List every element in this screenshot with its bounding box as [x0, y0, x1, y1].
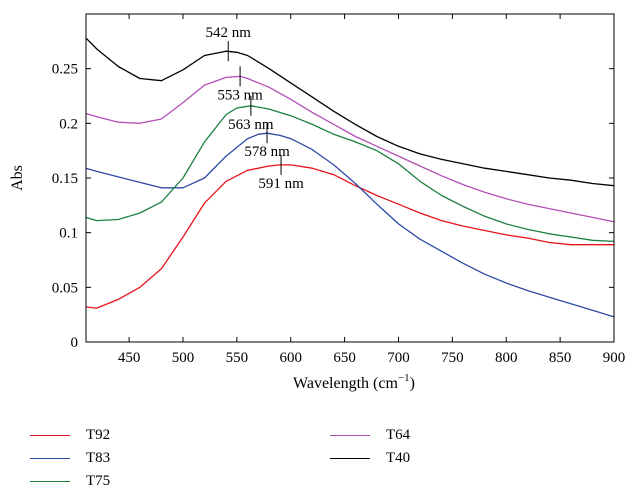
- legend-item-t92: T92: [30, 424, 110, 446]
- x-tick-label: 900: [603, 350, 626, 366]
- series-line-t40: [85, 37, 615, 187]
- y-axis-label: Abs: [9, 165, 26, 191]
- x-tick-label: 600: [279, 350, 302, 366]
- x-tick-label: 500: [172, 350, 195, 366]
- x-axis-label-close: ): [410, 375, 415, 392]
- series-line-t83: [85, 132, 615, 318]
- legend-item-t75: T75: [30, 470, 110, 492]
- legend-label: T83: [86, 449, 111, 466]
- legend-label: T40: [386, 449, 411, 466]
- legend-swatch: [330, 457, 370, 459]
- annotation-layer: 542 nm 553 nm 563 nm 578 nm 591 nm: [206, 25, 305, 192]
- series-line-t64: [85, 75, 615, 223]
- legend-label: T64: [386, 426, 411, 443]
- legend: T92 T83 T75 T64 T40: [0, 424, 633, 495]
- legend-item-t40: T40: [330, 447, 410, 469]
- peak-label: 578 nm: [244, 144, 290, 160]
- peak-label: 591 nm: [258, 176, 304, 192]
- x-axis-label-main: Wavelength (cm: [293, 375, 398, 392]
- x-tick-label: 450: [118, 350, 141, 366]
- y-tick-label: 0: [71, 335, 79, 351]
- y-tick-label: 0.1: [59, 226, 78, 242]
- y-tick-label: 0.15: [52, 171, 78, 187]
- spectrum-chart: 542 nm 553 nm 563 nm 578 nm 591 nm 450 500 550…: [9, 13, 626, 392]
- x-axis-label-superscript: −1: [398, 372, 410, 384]
- series-line-t75: [85, 105, 615, 243]
- series-line-t92: [85, 164, 614, 309]
- legend-item-t64: T64: [330, 424, 410, 446]
- tick-layer: 450 500 550 600 650 700 750 800 850 900 0 0.05 0.1 0.…: [52, 14, 626, 366]
- legend-swatch: [30, 457, 70, 459]
- x-axis-label: Wavelength (cm−1): [293, 372, 415, 392]
- x-tick-label: 550: [226, 350, 249, 366]
- x-tick-label: 650: [333, 350, 356, 366]
- legend-label: T75: [86, 472, 111, 489]
- legend-swatch: [30, 434, 70, 436]
- peak-label: 553 nm: [217, 87, 263, 103]
- x-tick-label: 700: [387, 350, 410, 366]
- y-tick-label: 0.05: [52, 280, 78, 296]
- legend-swatch: [330, 434, 370, 436]
- y-tick-label: 0.2: [59, 116, 78, 132]
- legend-label: T92: [86, 426, 111, 443]
- legend-item-t83: T83: [30, 447, 110, 469]
- series-layer: [85, 37, 615, 318]
- x-tick-label: 850: [549, 350, 572, 366]
- x-tick-label: 750: [441, 350, 464, 366]
- peak-label: 563 nm: [228, 117, 274, 133]
- peak-label: 542 nm: [206, 25, 252, 41]
- legend-swatch: [30, 480, 70, 482]
- y-tick-label: 0.25: [52, 62, 78, 78]
- x-tick-label: 800: [495, 350, 518, 366]
